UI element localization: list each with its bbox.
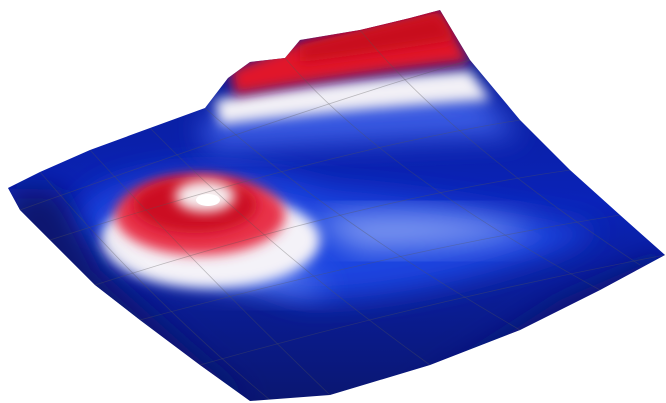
- page: {}: [8, 10, 665, 401]
- surface: [8, 10, 665, 401]
- surface-image: [8, 10, 665, 401]
